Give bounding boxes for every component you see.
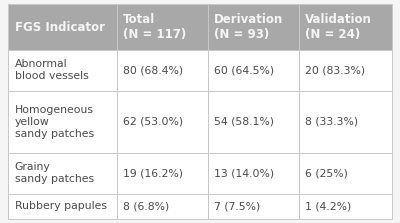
Text: Abnormal
blood vessels: Abnormal blood vessels — [14, 59, 88, 81]
Text: Homogeneous
yellow
sandy patches: Homogeneous yellow sandy patches — [14, 105, 94, 139]
Text: Derivation
(N = 93): Derivation (N = 93) — [214, 13, 283, 41]
Text: 80 (68.4%): 80 (68.4%) — [123, 65, 183, 75]
Text: 54 (58.1%): 54 (58.1%) — [214, 117, 274, 127]
Text: Total
(N = 117): Total (N = 117) — [123, 13, 186, 41]
Bar — [8, 4, 118, 50]
Text: 6 (25%): 6 (25%) — [305, 168, 348, 178]
Bar — [300, 4, 392, 50]
Text: 8 (6.8%): 8 (6.8%) — [123, 201, 169, 211]
Bar — [8, 50, 118, 91]
Bar — [208, 194, 300, 219]
Text: Grainy
sandy patches: Grainy sandy patches — [14, 162, 94, 184]
Bar — [8, 91, 118, 153]
Bar — [118, 91, 208, 153]
Text: FGS Indicator: FGS Indicator — [14, 21, 104, 34]
Bar — [300, 194, 392, 219]
Text: Rubbery papules: Rubbery papules — [14, 201, 106, 211]
Text: 60 (64.5%): 60 (64.5%) — [214, 65, 274, 75]
Text: 8 (33.3%): 8 (33.3%) — [305, 117, 358, 127]
Text: 20 (83.3%): 20 (83.3%) — [305, 65, 365, 75]
Bar — [118, 194, 208, 219]
Text: 19 (16.2%): 19 (16.2%) — [123, 168, 183, 178]
Bar — [300, 50, 392, 91]
Text: 1 (4.2%): 1 (4.2%) — [305, 201, 351, 211]
Bar — [118, 50, 208, 91]
Text: 7 (7.5%): 7 (7.5%) — [214, 201, 260, 211]
Bar — [300, 91, 392, 153]
Bar — [208, 50, 300, 91]
Bar — [208, 4, 300, 50]
Bar — [118, 4, 208, 50]
Text: 62 (53.0%): 62 (53.0%) — [123, 117, 183, 127]
Bar — [118, 153, 208, 194]
Bar — [208, 91, 300, 153]
Bar — [208, 153, 300, 194]
Bar — [8, 194, 118, 219]
Bar — [8, 153, 118, 194]
Bar — [300, 153, 392, 194]
Text: Validation
(N = 24): Validation (N = 24) — [305, 13, 372, 41]
Text: 13 (14.0%): 13 (14.0%) — [214, 168, 274, 178]
